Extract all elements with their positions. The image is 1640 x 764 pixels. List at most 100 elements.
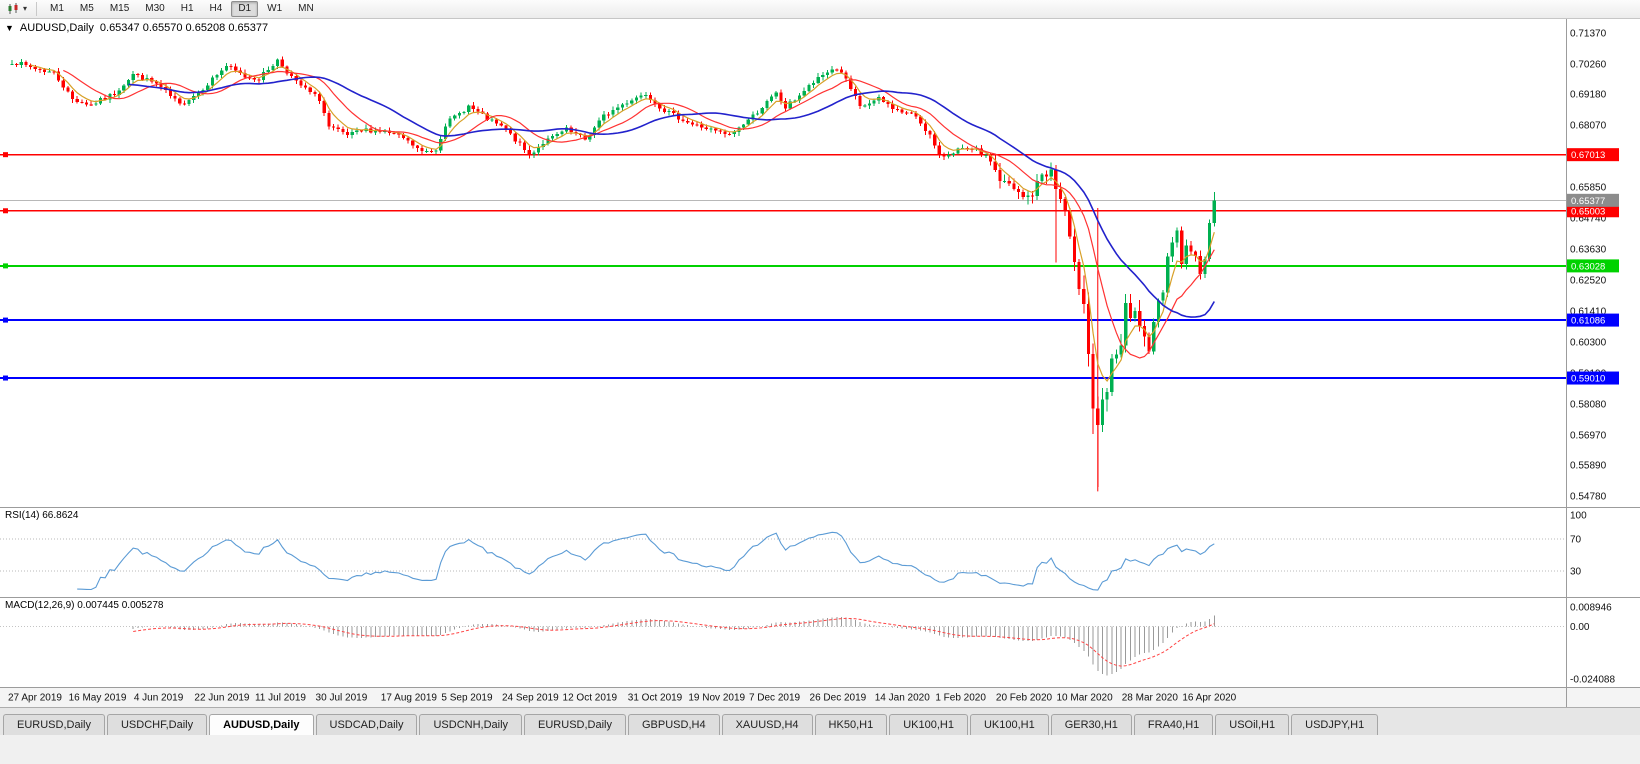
candle-body xyxy=(830,69,834,73)
candle-body xyxy=(1138,311,1142,326)
candle-body xyxy=(597,120,601,128)
candle-body xyxy=(536,147,541,153)
candle-body xyxy=(84,102,89,105)
price-tick-label: 0.63630 xyxy=(1570,245,1607,256)
candle-body xyxy=(453,115,457,119)
dropdown-arrow-icon[interactable]: ▼ xyxy=(5,23,14,33)
candle-body xyxy=(863,105,867,107)
candle-body xyxy=(331,126,336,128)
chart-tab-eurusd-daily[interactable]: EURUSD,Daily xyxy=(3,714,105,735)
chart-tab-uk100-h1[interactable]: UK100,H1 xyxy=(889,714,968,735)
candle-body xyxy=(126,79,131,86)
candle-body xyxy=(1007,180,1011,184)
price-tick-label: 0.60300 xyxy=(1570,338,1607,349)
timeframe-button-m30[interactable]: M30 xyxy=(138,1,171,17)
timeframe-button-d1[interactable]: D1 xyxy=(231,1,259,17)
candle-body xyxy=(457,112,461,116)
chart-tab-audusd-daily[interactable]: AUDUSD,Daily xyxy=(209,714,314,735)
date-label: 27 Apr 2019 xyxy=(8,693,62,704)
price-tick-label: 0.58080 xyxy=(1570,399,1607,410)
timeframe-button-m1[interactable]: M1 xyxy=(43,1,71,17)
chart-tab-fra40-h1[interactable]: FRA40,H1 xyxy=(1133,714,1214,735)
timeframe-button-m5[interactable]: M5 xyxy=(73,1,101,17)
candle-body xyxy=(737,127,741,132)
date-label: 7 Dec 2019 xyxy=(749,693,801,704)
price-tick-label: 0.54780 xyxy=(1570,492,1607,503)
candle-body xyxy=(159,83,163,88)
timeframe-button-m15[interactable]: M15 xyxy=(103,1,136,17)
chart-tab-ger30-h1[interactable]: GER30,H1 xyxy=(1050,714,1132,735)
candle-body xyxy=(1072,236,1077,262)
candle-body xyxy=(1021,191,1025,198)
chart-tab-usoil-h1[interactable]: USOil,H1 xyxy=(1215,714,1290,735)
candle-body xyxy=(634,97,639,101)
chart-tab-usdcad-daily[interactable]: USDCAD,Daily xyxy=(315,714,418,735)
candle-body xyxy=(327,113,331,127)
date-label: 16 May 2019 xyxy=(69,693,127,704)
candle-body xyxy=(490,119,494,121)
candle-body xyxy=(620,104,625,108)
candle-body xyxy=(550,135,555,139)
candle-body xyxy=(397,133,401,135)
candle-body xyxy=(928,130,932,135)
candle-body xyxy=(1040,174,1044,182)
date-label: 4 Jun 2019 xyxy=(134,693,184,704)
candle-body xyxy=(700,124,704,128)
chart-area[interactable]: 0.713700.702600.691800.680700.669600.658… xyxy=(0,19,1640,707)
candle-body xyxy=(788,101,792,109)
candle-body xyxy=(588,135,592,140)
price-line-label-box xyxy=(1567,371,1619,385)
price-tick-label: 0.55890 xyxy=(1570,461,1607,472)
candle-body xyxy=(434,150,438,152)
macd-signal-line xyxy=(133,617,1215,667)
candle-body xyxy=(215,75,219,78)
candle-body xyxy=(350,131,354,136)
line-handle[interactable] xyxy=(3,263,8,269)
line-handle[interactable] xyxy=(3,317,8,323)
chart-tab-hk50-h1[interactable]: HK50,H1 xyxy=(814,714,888,735)
timeframe-button-mn[interactable]: MN xyxy=(291,1,321,17)
candle-body xyxy=(317,93,322,102)
line-handle[interactable] xyxy=(3,208,8,214)
candle-body xyxy=(52,71,56,73)
chart-tab-gbpusd-h4[interactable]: GBPUSD,H4 xyxy=(628,714,720,735)
chart-tab-usdchf-daily[interactable]: USDCHF,Daily xyxy=(106,714,208,735)
rsi-line xyxy=(77,531,1215,591)
candle-body xyxy=(285,66,289,74)
chart-tab-usdjpy-h1[interactable]: USDJPY,H1 xyxy=(1291,714,1379,735)
candle-body xyxy=(61,80,65,88)
candle-body xyxy=(564,127,569,132)
chart-tab-usdcnh-daily[interactable]: USDCNH,Daily xyxy=(419,714,523,735)
chart-tab-eurusd-daily-2[interactable]: EURUSD,Daily xyxy=(524,714,626,735)
candle-body xyxy=(276,59,280,67)
timeframe-button-w1[interactable]: W1 xyxy=(260,1,289,17)
candle-body xyxy=(220,70,224,76)
candle-body xyxy=(1175,230,1179,243)
date-label: 30 Jul 2019 xyxy=(316,693,368,704)
candle-body xyxy=(681,119,685,122)
chart-tab-xauusd-h4[interactable]: XAUUSD,H4 xyxy=(721,714,813,735)
candle-body xyxy=(965,147,969,149)
candle-body xyxy=(947,154,951,157)
candle-body xyxy=(1110,358,1114,392)
chart-tab-uk100-h1-2[interactable]: UK100,H1 xyxy=(969,714,1049,735)
candle-body xyxy=(900,109,904,113)
candle-body xyxy=(1012,183,1016,189)
candle-body xyxy=(639,95,643,98)
price-tick-label: 0.62520 xyxy=(1570,276,1607,287)
timeframe-button-h1[interactable]: H1 xyxy=(174,1,201,17)
date-label: 5 Sep 2019 xyxy=(441,693,493,704)
candle-body xyxy=(173,95,177,99)
timeframe-button-h4[interactable]: H4 xyxy=(203,1,230,17)
line-handle[interactable] xyxy=(3,152,8,158)
candle-body xyxy=(644,95,648,97)
date-label: 28 Mar 2020 xyxy=(1122,693,1179,704)
chart-type-menu[interactable]: ▾ xyxy=(4,1,30,17)
candle-body xyxy=(821,75,825,77)
candle-body xyxy=(709,128,713,130)
line-handle[interactable] xyxy=(3,375,8,381)
price-chart[interactable]: 0.713700.702600.691800.680700.669600.658… xyxy=(0,19,1640,707)
candle-body xyxy=(909,112,913,114)
candle-body xyxy=(956,148,960,154)
candle-body xyxy=(103,98,107,100)
